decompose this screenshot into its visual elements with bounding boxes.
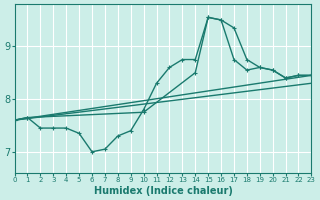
X-axis label: Humidex (Indice chaleur): Humidex (Indice chaleur) [93,186,232,196]
